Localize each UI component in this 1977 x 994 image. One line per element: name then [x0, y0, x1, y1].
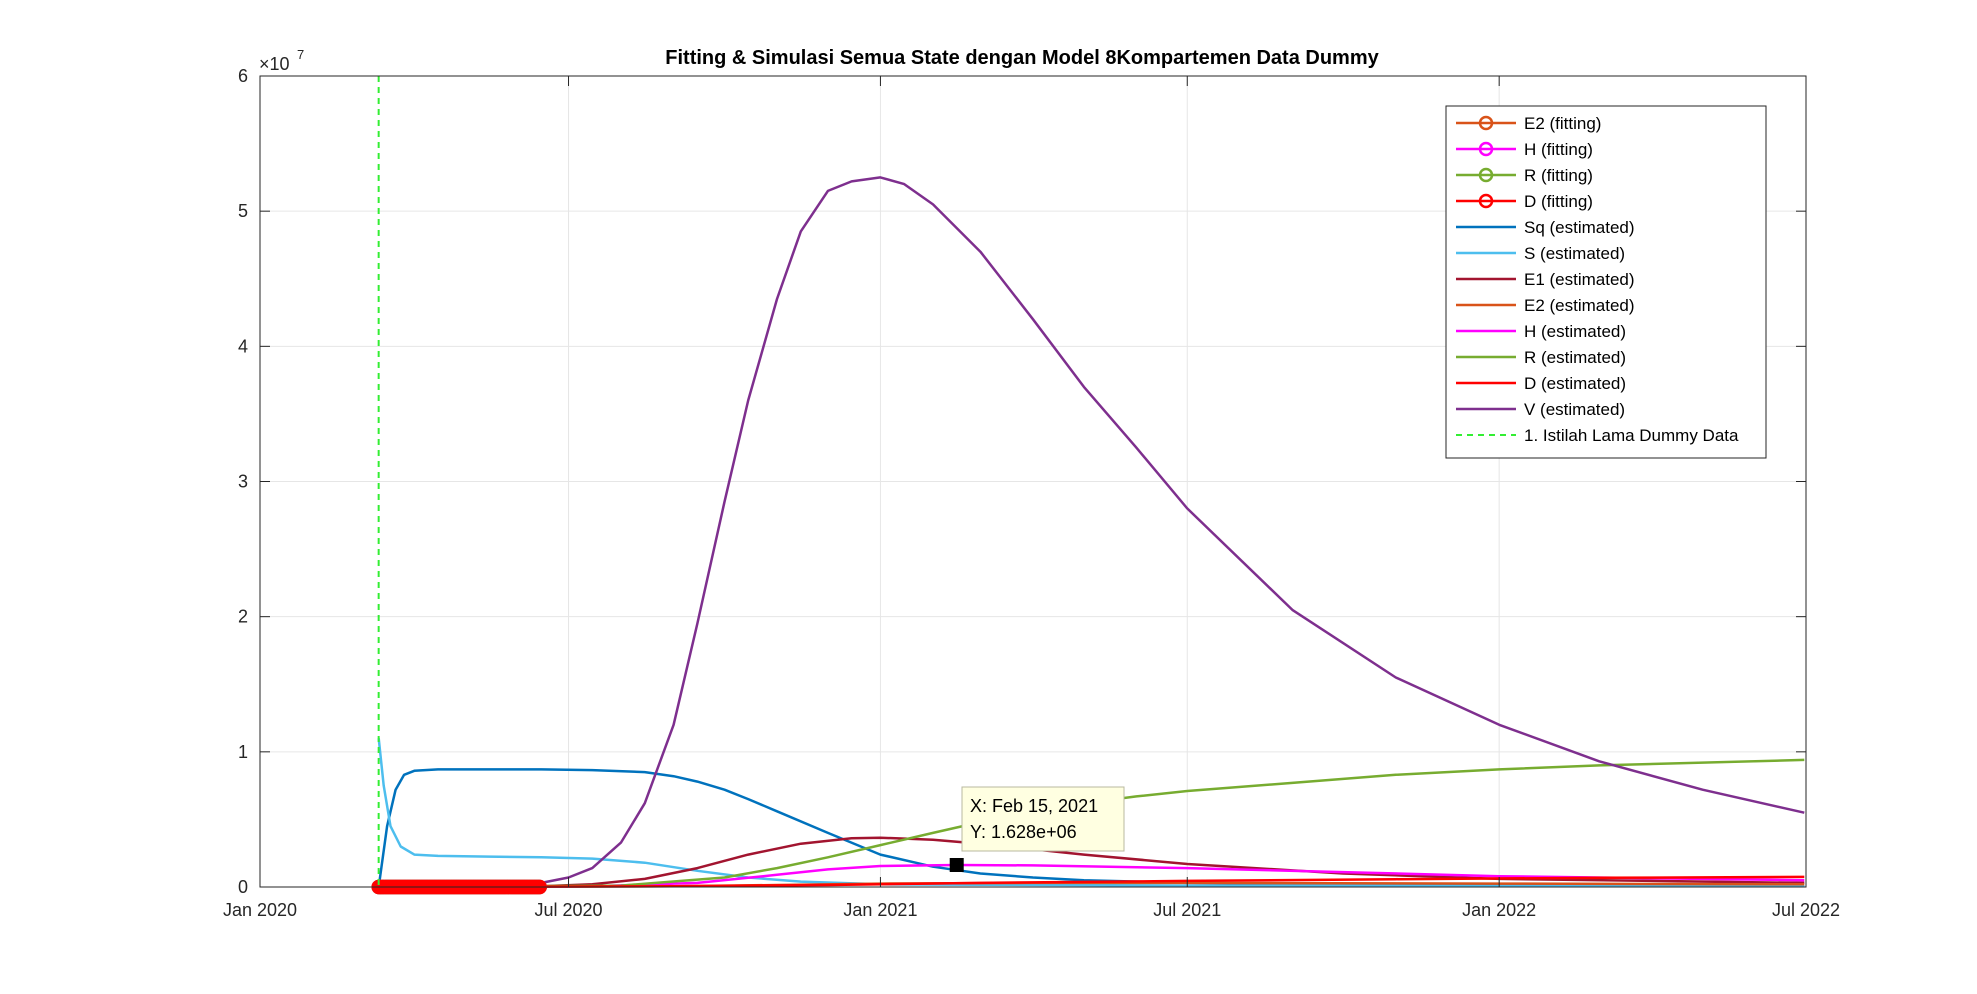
- legend-box: [1445, 105, 1767, 459]
- legend-marker-e2-fitting: [1478, 115, 1494, 131]
- series-line-sq-estimated: [377, 768, 1805, 888]
- x-tick-label: Jul 2020: [534, 900, 602, 920]
- series-line-d-estimated: [378, 875, 1805, 889]
- datatip-x-text: X: Feb 15, 2021: [970, 796, 1098, 816]
- x-tick-label: Jan 2021: [843, 900, 917, 920]
- legend-label: D (estimated): [1524, 374, 1626, 393]
- series-line-e1-estimated: [378, 836, 1805, 889]
- y-tick-label: 5: [238, 201, 248, 221]
- legend-label: H (fitting): [1524, 140, 1593, 159]
- legend-marker-d-fitting: [1478, 193, 1494, 209]
- x-tick-label: Jul 2022: [1772, 900, 1840, 920]
- legend-label: Sq (estimated): [1524, 218, 1635, 237]
- x-tick-label: Jan 2022: [1462, 900, 1536, 920]
- datatip-box: [961, 786, 1125, 852]
- legend[interactable]: E2 (fitting) H (fitting) R (fitting) D (fit…: [1445, 105, 1767, 459]
- y-tick-label: 3: [238, 472, 248, 492]
- legend-label: 1. Istilah Lama Dummy Data: [1524, 426, 1739, 445]
- legend-label: R (estimated): [1524, 348, 1626, 367]
- datatip[interactable]: X: Feb 15, 2021 Y: 1.628e+06: [949, 786, 1125, 872]
- x-tick-label: Jul 2021: [1153, 900, 1221, 920]
- axes: Jan 2020 Jul 2020 Jan 2021 Jul 2021 Jan 2022…: [223, 66, 1840, 920]
- legend-label: V (estimated): [1524, 400, 1625, 419]
- y-exponent-value: 7: [297, 47, 304, 62]
- series-line-v-estimated: [378, 176, 1805, 889]
- x-tick-label: Jan 2020: [223, 900, 297, 920]
- series-line-h-estimated: [378, 863, 1805, 889]
- chart-title: Fitting & Simulasi Semua State dengan Mo…: [665, 47, 1379, 69]
- y-tick-label: 6: [238, 66, 248, 86]
- datatip-y-text: Y: 1.628e+06: [970, 822, 1077, 842]
- legend-marker-h-fitting: [1478, 141, 1494, 157]
- legend-label: H (estimated): [1524, 322, 1626, 341]
- y-tick-label: 0: [238, 877, 248, 897]
- y-tick-label: 4: [238, 336, 248, 356]
- legend-label: E1 (estimated): [1524, 270, 1635, 289]
- datatip-marker[interactable]: [949, 857, 964, 872]
- legend-marker-r-fitting: [1478, 167, 1494, 183]
- legend-label: D (fitting): [1524, 192, 1593, 211]
- y-exponent: ×10 7: [259, 47, 304, 74]
- axes-frame: [259, 75, 1807, 888]
- legend-label: S (estimated): [1524, 244, 1625, 263]
- y-tick-label: 2: [238, 607, 248, 627]
- y-exponent-label: ×10: [259, 54, 290, 74]
- legend-label: R (fitting): [1524, 166, 1593, 185]
- legend-label: E2 (fitting): [1524, 114, 1601, 133]
- y-tick-label: 1: [238, 742, 248, 762]
- legend-label: E2 (estimated): [1524, 296, 1635, 315]
